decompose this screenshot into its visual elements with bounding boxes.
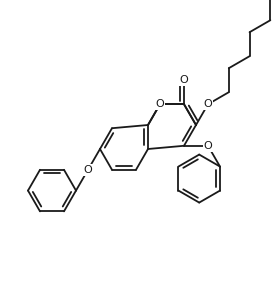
Text: O: O (84, 165, 92, 175)
Text: O: O (204, 141, 212, 151)
Text: O: O (156, 99, 164, 109)
Text: O: O (180, 75, 188, 85)
Text: O: O (204, 99, 212, 109)
